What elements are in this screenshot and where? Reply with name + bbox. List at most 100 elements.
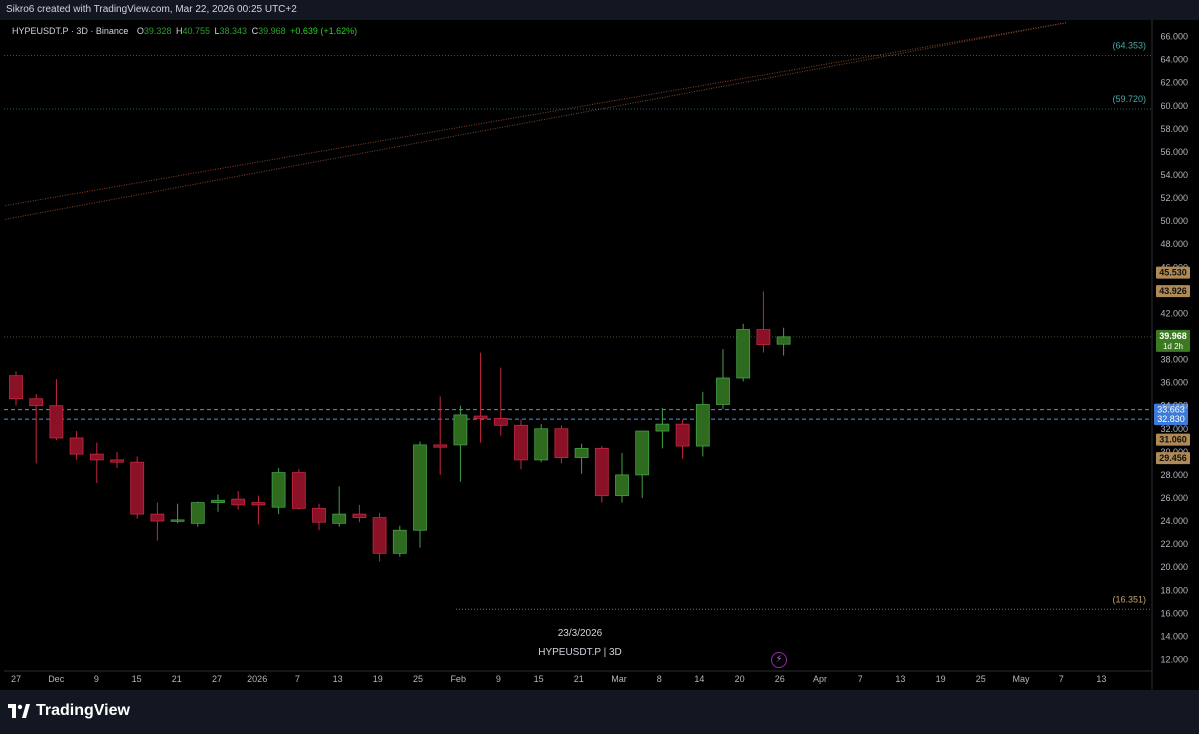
time-tick-label: 15 <box>132 674 142 684</box>
legend-close: 39.968 <box>258 26 286 36</box>
candle-body <box>130 461 145 515</box>
time-tick-label: 25 <box>976 674 986 684</box>
level-label: 33.663 <box>1157 405 1185 415</box>
current-price-badge <box>1156 329 1190 352</box>
price-tick-label: 18.000 <box>1160 585 1188 595</box>
candle <box>372 512 387 562</box>
time-tick-label: Feb <box>450 674 466 684</box>
candle <box>110 451 124 468</box>
candle <box>392 525 407 557</box>
candle-body <box>291 472 306 509</box>
tradingview-logo[interactable]: TradingView <box>8 702 130 720</box>
candle <box>211 494 225 512</box>
candle <box>473 352 488 443</box>
price-tick-label: 62.000 <box>1160 78 1188 88</box>
candle-body <box>413 444 427 531</box>
trend-channel <box>4 22 1067 221</box>
candle-body <box>271 472 286 508</box>
candle-body <box>110 459 124 463</box>
time-tick-label: 2026 <box>247 674 267 684</box>
time-tick-label: 7 <box>295 674 300 684</box>
candle <box>716 349 730 410</box>
price-badge-label: 29.456 <box>1159 453 1187 463</box>
lightning-icon[interactable]: ⚡ <box>771 652 787 668</box>
legend-symbol[interactable]: HYPEUSDT.P · 3D · Binance <box>12 26 129 36</box>
candle-body <box>514 424 528 461</box>
candle-body <box>615 474 629 497</box>
legend-high-key: H <box>175 26 183 36</box>
channel-line <box>4 22 1067 207</box>
candle <box>615 452 629 503</box>
candle-body <box>352 513 367 518</box>
price-axis: 12.000 14.000 16.000 18.000 20.000 22.000 24.0… <box>1151 20 1188 690</box>
candle-body <box>473 415 488 419</box>
price-tick-label: 20.000 <box>1160 562 1188 572</box>
watermark-symbol: HYPEUSDT.P | 3D <box>538 647 622 658</box>
chart-frame[interactable]: (64.353) (59.720) 33.663 32.830 (16.351) 12.… <box>4 20 1199 690</box>
price-tick-label: 14.000 <box>1160 631 1188 641</box>
legend-open-key: O <box>136 26 144 36</box>
candle-body <box>433 444 448 448</box>
time-tick-label: 26 <box>775 674 785 684</box>
candle <box>675 419 690 459</box>
time-tick-label: 21 <box>172 674 182 684</box>
candle-body <box>776 336 791 345</box>
time-tick-label: 14 <box>694 674 704 684</box>
candle <box>312 503 326 531</box>
level-label: (59.720) <box>1112 94 1146 104</box>
price-tick-label: 38.000 <box>1160 355 1188 365</box>
time-tick-label: 27 <box>212 674 222 684</box>
footer-bar <box>0 690 1199 734</box>
candle <box>150 502 165 541</box>
candle-body <box>29 398 44 407</box>
time-tick-label: 21 <box>574 674 584 684</box>
time-tick-label: 27 <box>11 674 21 684</box>
time-tick-label: 15 <box>534 674 544 684</box>
price-tick-label: 58.000 <box>1160 124 1188 134</box>
legend-low: 38.343 <box>219 26 248 36</box>
candle <box>736 323 751 382</box>
candle <box>594 446 609 503</box>
candle <box>251 495 266 525</box>
price-tick-label: 28.000 <box>1160 470 1188 480</box>
time-tick-label: 13 <box>895 674 905 684</box>
candle <box>514 419 528 470</box>
candle-body <box>89 453 104 461</box>
legend-low-key: L <box>214 26 220 36</box>
level-label: (16.351) <box>1112 594 1146 604</box>
price-tick-label: 48.000 <box>1160 239 1188 249</box>
price-tick-label: 56.000 <box>1160 147 1188 157</box>
candle <box>69 431 84 460</box>
price-tick-label: 24.000 <box>1160 516 1188 526</box>
legend-high: 40.755 <box>182 26 210 36</box>
price-badge-label: 43.926 <box>1159 286 1187 296</box>
candle <box>493 367 508 436</box>
symbol-legend[interactable]: HYPEUSDT.P · 3D · Binance O39.328 H40.75… <box>12 26 357 36</box>
time-tick-label: Dec <box>48 674 65 684</box>
candle-body <box>716 377 730 405</box>
price-badge-label: 31.060 <box>1159 435 1187 445</box>
time-tick-label: Apr <box>813 674 827 684</box>
candle-body <box>231 498 246 506</box>
time-tick-label: 9 <box>94 674 99 684</box>
candle <box>291 469 306 510</box>
candle <box>574 443 589 474</box>
candle <box>433 396 448 475</box>
candle-body <box>574 447 589 458</box>
top-caption-bar: Sikro6 created with TradingView.com, Mar… <box>0 0 1199 20</box>
price-tick-label: 66.000 <box>1160 32 1188 42</box>
price-tick-label: 60.000 <box>1160 101 1188 111</box>
candle <box>49 379 64 441</box>
channel-line <box>4 22 1067 221</box>
candle <box>190 501 205 527</box>
price-tick-label: 12.000 <box>1160 654 1188 664</box>
candle <box>635 430 650 498</box>
candle <box>756 291 771 353</box>
price-tick-label: 26.000 <box>1160 493 1188 503</box>
candle-body <box>655 423 670 432</box>
price-badge <box>1156 285 1190 298</box>
candle-body <box>372 517 387 554</box>
candle-body <box>756 329 771 345</box>
